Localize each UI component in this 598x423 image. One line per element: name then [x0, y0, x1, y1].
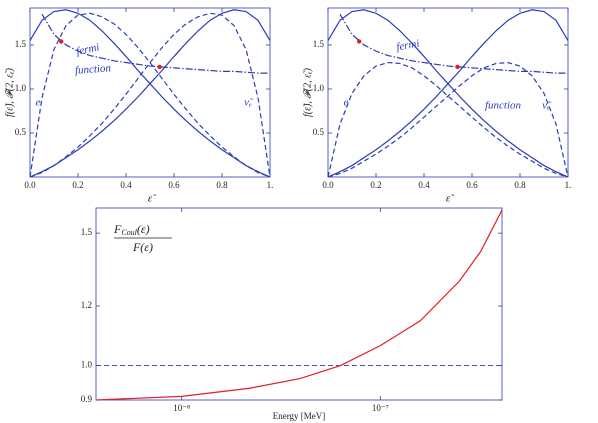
chart: 0.0 0.2 0.4 0.6 0.8 1. 0.5 1.0 1.5 ε̃ f(ε̃), 𝓕(2, … [302, 7, 572, 205]
chart: 0.0 0.2 0.4 0.6 0.8 1. 0.5 1.0 1.5 ε̃ f(ε̃), 𝓕(2, … [4, 7, 274, 205]
series-line [30, 12, 270, 177]
fraction-numerator: FCoul(ε) [113, 222, 150, 237]
x-tick-label: 0.0 [322, 180, 334, 190]
marker [157, 64, 162, 70]
y-tick-label: 0.5 [15, 127, 27, 137]
x-tick-label: 10⁻⁸ [173, 403, 190, 413]
series-line [30, 9, 270, 177]
y-tick-label: 1.5 [81, 227, 93, 237]
plot-frame [327, 7, 569, 178]
y-tick-label: 1.0 [313, 83, 325, 93]
annotation: e [344, 97, 349, 109]
x-tick-label: 0.6 [466, 180, 478, 190]
y-tick-label: 1.0 [81, 360, 93, 370]
marker [59, 39, 64, 44]
numerator-part: F [113, 222, 122, 236]
series-line [30, 9, 270, 177]
y-tick-label: 1.5 [15, 39, 27, 49]
annotation: fermi [75, 41, 100, 58]
series-line [41, 13, 270, 74]
x-tick-label: 0.0 [24, 180, 36, 190]
annotation: function [485, 100, 522, 112]
series-line [328, 9, 568, 177]
annotation: ν̃ₑ [542, 100, 552, 112]
x-tick-label: 0.4 [418, 180, 430, 190]
y-tick-label: 0.9 [81, 394, 93, 404]
annotation: e [36, 97, 41, 109]
plot-frame [29, 7, 271, 178]
annotation: function [75, 62, 112, 77]
x-tick-label: 0.2 [370, 180, 381, 190]
marker [357, 39, 362, 44]
x-tick-label: 10⁻⁷ [372, 403, 389, 413]
annotation: ν̃ₑ [244, 97, 254, 109]
series-line [328, 9, 568, 177]
y-axis-label: f(ε̃), 𝓕(2, ε̃ₑ) [4, 67, 15, 117]
y-tick-label: 1.0 [15, 83, 27, 93]
y-tick-label: 1.5 [313, 39, 325, 49]
x-tick-label: 1. [267, 180, 274, 190]
series-line [328, 61, 568, 177]
chart: 10⁻⁸ 10⁻⁷ 0.9 1.0 1.2 1.5 Energy [MeV] FCoul(ε)… [81, 207, 503, 421]
series-line [96, 209, 502, 400]
marker [455, 64, 460, 70]
series-line [339, 13, 568, 74]
y-axis-label: f(ε̃), 𝓕(2, ε̃ₑ) [302, 67, 313, 117]
annotation: fermi [395, 38, 420, 54]
x-axis-label: ε̃ [148, 193, 157, 205]
x-tick-label: 0.6 [168, 180, 180, 190]
x-tick-label: 0.8 [514, 180, 526, 190]
x-tick-label: 1. [565, 180, 572, 190]
series-line [328, 61, 568, 177]
y-tick-label: 1.2 [81, 300, 92, 310]
x-tick-label: 0.2 [72, 180, 83, 190]
fraction-denominator: F(ε) [132, 240, 153, 254]
plot-frame [95, 207, 503, 401]
x-tick-label: 0.4 [120, 180, 132, 190]
numerator-part: Coul [121, 228, 137, 237]
x-tick-label: 0.8 [216, 180, 228, 190]
x-axis-label: Energy [MeV] [273, 411, 326, 421]
series-line [30, 12, 270, 177]
numerator-part: (ε) [137, 222, 150, 236]
y-tick-label: 0.5 [313, 127, 325, 137]
x-axis-label: ε̃ [446, 193, 455, 205]
